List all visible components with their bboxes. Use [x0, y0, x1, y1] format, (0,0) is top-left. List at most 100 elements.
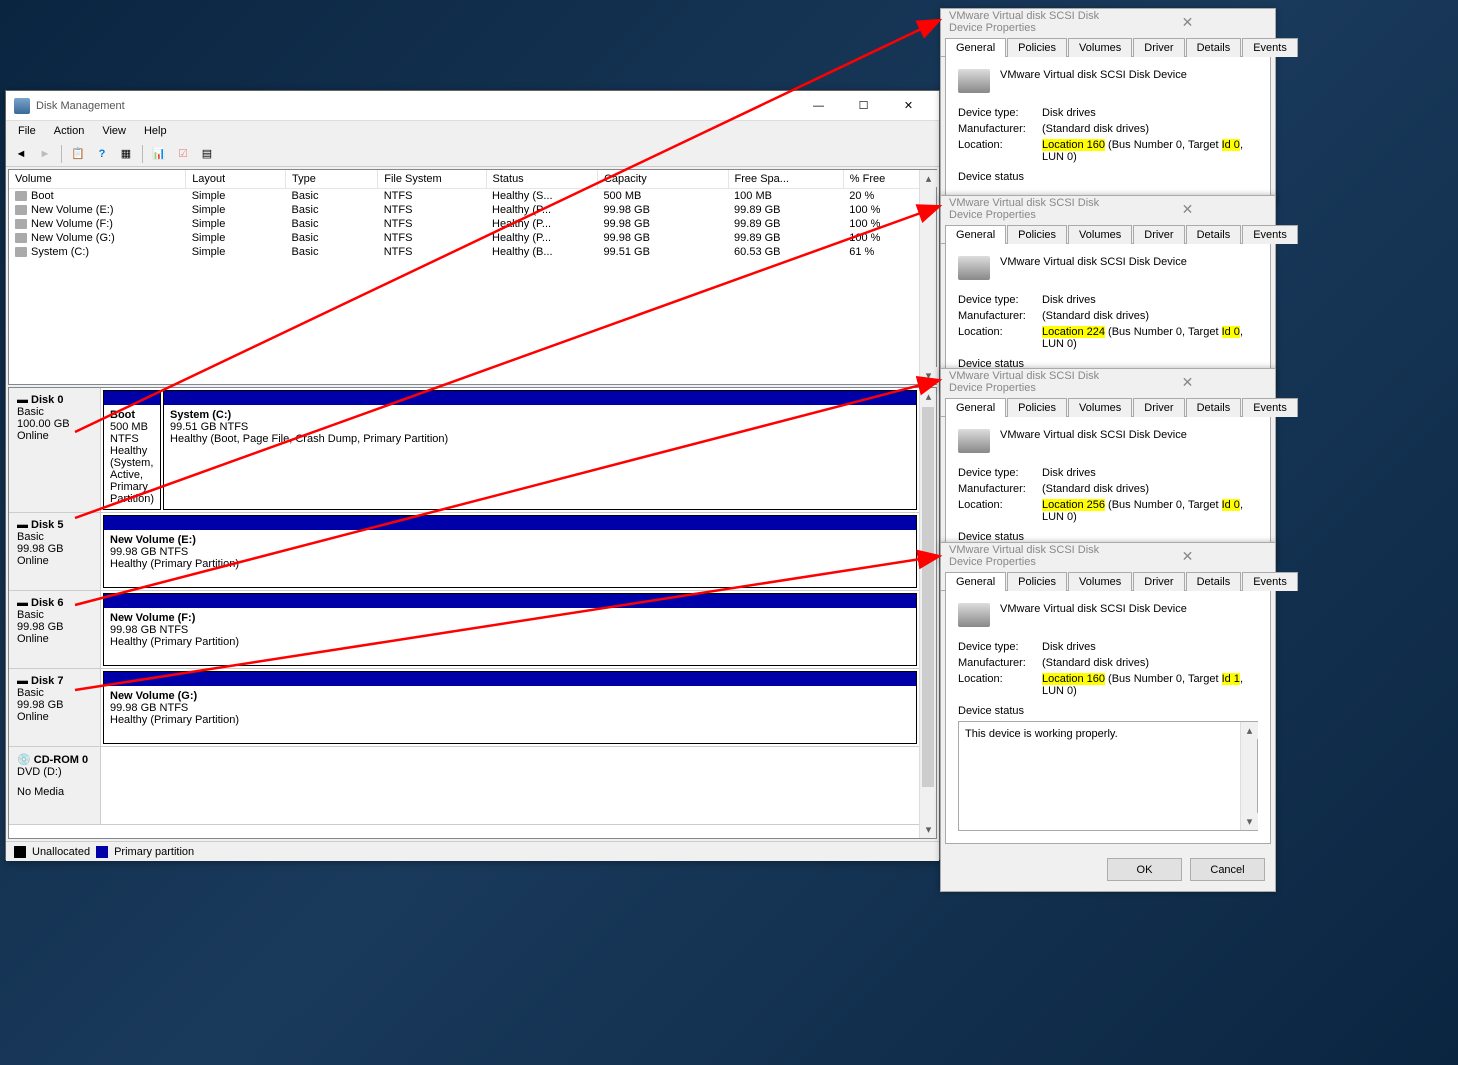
volume-row[interactable]: New Volume (F:) SimpleBasicNTFSHealthy (…	[9, 217, 936, 231]
scroll-up-icon[interactable]: ▴	[920, 388, 937, 405]
tab-details[interactable]: Details	[1186, 225, 1242, 244]
tab-policies[interactable]: Policies	[1007, 225, 1067, 244]
tab-general[interactable]: General	[945, 38, 1006, 57]
tab-volumes[interactable]: Volumes	[1068, 572, 1132, 591]
column-header[interactable]: File System	[378, 170, 486, 189]
tab-events[interactable]: Events	[1242, 572, 1298, 591]
close-icon[interactable]: ✕	[1108, 374, 1267, 391]
scroll-thumb[interactable]	[922, 407, 934, 787]
scroll-up-icon[interactable]: ▴	[920, 170, 937, 187]
minimize-button[interactable]: —	[796, 91, 841, 121]
back-button[interactable]: ◄	[10, 143, 32, 165]
cancel-button[interactable]: Cancel	[1190, 858, 1265, 881]
menu-action[interactable]: Action	[46, 123, 93, 139]
column-header[interactable]: Type	[286, 170, 378, 189]
tab-policies[interactable]: Policies	[1007, 572, 1067, 591]
refresh-button[interactable]: 📋	[67, 143, 89, 165]
dialog-titlebar[interactable]: VMware Virtual disk SCSI Disk Device Pro…	[941, 369, 1275, 395]
disk-row[interactable]: ▬ Disk 6Basic99.98 GBOnline New Volume (…	[9, 591, 919, 669]
manufacturer-value: (Standard disk drives)	[1042, 483, 1258, 495]
location-label: Location:	[958, 499, 1042, 523]
volume-row[interactable]: New Volume (E:) SimpleBasicNTFSHealthy (…	[9, 203, 936, 217]
volume-icon	[15, 191, 27, 201]
tab-details[interactable]: Details	[1186, 398, 1242, 417]
column-header[interactable]: Volume	[9, 170, 186, 189]
dialog-titlebar[interactable]: VMware Virtual disk SCSI Disk Device Pro…	[941, 9, 1275, 35]
ok-button[interactable]: OK	[1107, 858, 1182, 881]
volume-icon	[15, 205, 27, 215]
partition[interactable]: New Volume (F:)99.98 GB NTFSHealthy (Pri…	[103, 593, 917, 666]
tab-volumes[interactable]: Volumes	[1068, 398, 1132, 417]
column-header[interactable]: Status	[486, 170, 597, 189]
window-title: Disk Management	[36, 100, 796, 112]
close-icon[interactable]: ✕	[1108, 201, 1267, 218]
tab-driver[interactable]: Driver	[1133, 398, 1184, 417]
scroll-down-icon[interactable]: ▾	[920, 367, 937, 384]
fwd-button[interactable]: ►	[34, 143, 56, 165]
tab-policies[interactable]: Policies	[1007, 38, 1067, 57]
tab-general[interactable]: General	[945, 398, 1006, 417]
column-header[interactable]: Free Spa...	[728, 170, 843, 189]
titlebar[interactable]: Disk Management — ☐ ✕	[6, 91, 939, 121]
scroll-up-icon[interactable]: ▴	[1241, 722, 1258, 739]
tab-body: VMware Virtual disk SCSI Disk Device Dev…	[945, 591, 1271, 844]
menu-help[interactable]: Help	[136, 123, 175, 139]
help-button[interactable]: ?	[91, 143, 113, 165]
legend: Unallocated Primary partition	[6, 841, 939, 861]
dialog-titlebar[interactable]: VMware Virtual disk SCSI Disk Device Pro…	[941, 196, 1275, 222]
partition[interactable]: System (C:)99.51 GB NTFSHealthy (Boot, P…	[163, 390, 917, 510]
tab-strip: GeneralPoliciesVolumesDriverDetailsEvent…	[941, 222, 1275, 244]
tab-details[interactable]: Details	[1186, 38, 1242, 57]
disk-graph[interactable]: ▴ ▾ ▬ Disk 0Basic100.00 GBOnline Boot500…	[8, 387, 937, 839]
device-name: VMware Virtual disk SCSI Disk Device	[1000, 256, 1187, 268]
volume-list[interactable]: VolumeLayoutTypeFile SystemStatusCapacit…	[8, 169, 937, 385]
tab-general[interactable]: General	[945, 572, 1006, 591]
check-button[interactable]: ☑	[172, 143, 194, 165]
tab-volumes[interactable]: Volumes	[1068, 38, 1132, 57]
close-icon[interactable]: ✕	[1108, 14, 1267, 31]
app-icon	[14, 98, 30, 114]
menu-view[interactable]: View	[94, 123, 134, 139]
menu-file[interactable]: File	[10, 123, 44, 139]
volume-row[interactable]: Boot SimpleBasicNTFSHealthy (S...500 MB1…	[9, 189, 936, 204]
scroll-down-icon[interactable]: ▾	[920, 821, 937, 838]
close-button[interactable]: ✕	[886, 91, 931, 121]
scrollbar[interactable]: ▴ ▾	[919, 170, 936, 384]
action-button[interactable]: 📊	[148, 143, 170, 165]
partition[interactable]: New Volume (G:)99.98 GB NTFSHealthy (Pri…	[103, 671, 917, 744]
disk-row[interactable]: ▬ Disk 0Basic100.00 GBOnline Boot500 MB …	[9, 388, 919, 513]
tab-general[interactable]: General	[945, 225, 1006, 244]
tab-driver[interactable]: Driver	[1133, 572, 1184, 591]
tab-driver[interactable]: Driver	[1133, 38, 1184, 57]
disk-row[interactable]: ▬ Disk 7Basic99.98 GBOnline New Volume (…	[9, 669, 919, 747]
column-header[interactable]: Capacity	[597, 170, 728, 189]
tab-driver[interactable]: Driver	[1133, 225, 1184, 244]
disk-row[interactable]: ▬ Disk 5Basic99.98 GBOnline New Volume (…	[9, 513, 919, 591]
list-button[interactable]: ▤	[196, 143, 218, 165]
manufacturer-label: Manufacturer:	[958, 657, 1042, 669]
settings-button[interactable]: ▦	[115, 143, 137, 165]
partition[interactable]: Boot500 MB NTFSHealthy (System, Active, …	[103, 390, 161, 510]
scrollbar[interactable]: ▴ ▾	[919, 388, 936, 838]
column-header[interactable]: Layout	[186, 170, 286, 189]
volume-row[interactable]: New Volume (G:) SimpleBasicNTFSHealthy (…	[9, 231, 936, 245]
tab-volumes[interactable]: Volumes	[1068, 225, 1132, 244]
tab-events[interactable]: Events	[1242, 38, 1298, 57]
tab-policies[interactable]: Policies	[1007, 398, 1067, 417]
properties-dialog: VMware Virtual disk SCSI Disk Device Pro…	[940, 368, 1276, 565]
dialog-titlebar[interactable]: VMware Virtual disk SCSI Disk Device Pro…	[941, 543, 1275, 569]
tab-details[interactable]: Details	[1186, 572, 1242, 591]
maximize-button[interactable]: ☐	[841, 91, 886, 121]
partition-header	[104, 594, 916, 608]
tab-events[interactable]: Events	[1242, 398, 1298, 417]
scrollbar[interactable]: ▴ ▾	[1240, 722, 1257, 830]
device-status-label: Device status	[958, 705, 1258, 717]
disk-label: ▬ Disk 6Basic99.98 GBOnline	[9, 591, 101, 668]
close-icon[interactable]: ✕	[1108, 548, 1267, 565]
partition[interactable]: New Volume (E:)99.98 GB NTFSHealthy (Pri…	[103, 515, 917, 588]
tab-events[interactable]: Events	[1242, 225, 1298, 244]
disk-row[interactable]: 💿 CD-ROM 0DVD (D:)No Media	[9, 747, 919, 825]
device-status-label: Device status	[958, 171, 1258, 183]
scroll-down-icon[interactable]: ▾	[1241, 813, 1258, 830]
volume-row[interactable]: System (C:) SimpleBasicNTFSHealthy (B...…	[9, 245, 936, 259]
